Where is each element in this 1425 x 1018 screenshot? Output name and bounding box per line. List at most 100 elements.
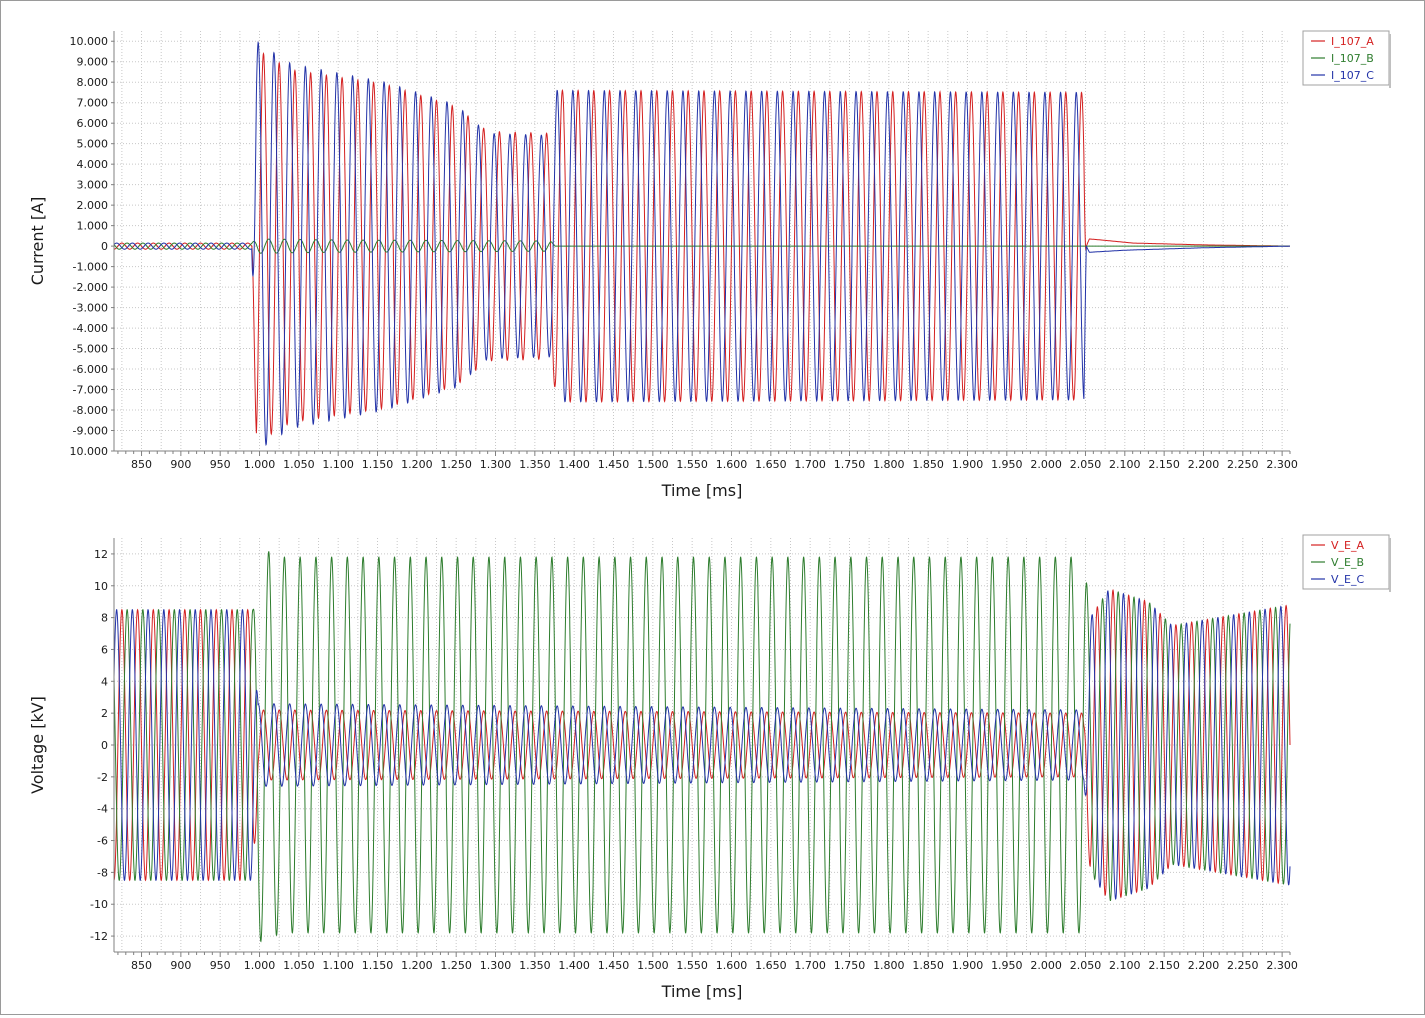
y-tick-label: -6: [97, 835, 108, 848]
y-tick-label: 4.000: [77, 158, 109, 171]
legend-label: I_107_B: [1331, 52, 1374, 65]
y-tick-label: -2: [97, 771, 108, 784]
series-line-v-e-c: [113, 590, 1291, 900]
y-axis-title: Current [A]: [28, 197, 47, 286]
current-chart: 10.000 9.000 8.000 7.000 6.000 5.000 4.000 3.00…: [28, 30, 1391, 500]
x-tick-label: 1.400: [558, 959, 590, 972]
x-tick-label: 1.750: [834, 458, 866, 471]
legend-label: V_E_C: [1331, 573, 1364, 586]
x-tick-label: 2.200: [1188, 959, 1220, 972]
y-tick-label: 6: [101, 643, 108, 656]
y-tick-label: 8: [101, 612, 108, 625]
x-tick-label: 2.100: [1109, 458, 1141, 471]
x-tick-label: 1.050: [283, 959, 315, 972]
x-tick-label: 1.300: [480, 959, 512, 972]
y-tick-label: -8: [97, 866, 108, 879]
x-tick-label: 1.450: [598, 458, 630, 471]
x-tick-label: 1.950: [991, 959, 1023, 972]
x-tick-label: 2.300: [1266, 458, 1298, 471]
series-line-i-107-b: [113, 238, 1290, 254]
y-tick-label: 12: [94, 548, 108, 561]
y-tick-label: 0: [101, 240, 108, 253]
x-tick-label: 1.250: [440, 959, 472, 972]
x-tick-label: 1.050: [283, 458, 315, 471]
x-tick-label: 1.150: [362, 959, 394, 972]
x-tick-label: 1.200: [401, 458, 433, 471]
y-tick-label: 6.000: [77, 117, 109, 130]
x-tick-label: 1.200: [401, 959, 433, 972]
x-tick-label: 2.300: [1266, 959, 1298, 972]
x-axis-title: Time [ms]: [661, 982, 743, 1001]
y-tick-label: -5.000: [73, 343, 108, 356]
y-tick-label: 1.000: [77, 220, 109, 233]
legend-label: I_107_C: [1331, 69, 1374, 82]
x-tick-label: 2.250: [1227, 959, 1259, 972]
y-tick-label: -10: [90, 898, 108, 911]
x-tick-label: 2.150: [1148, 458, 1180, 471]
x-tick-label: 1.100: [322, 959, 354, 972]
x-axis-title: Time [ms]: [661, 481, 743, 500]
series-line-i-107-a: [114, 52, 1290, 436]
y-tick-label: -1.000: [73, 261, 108, 274]
x-tick-label: 950: [210, 959, 231, 972]
y-tick-label: -9.000: [73, 425, 108, 438]
y-tick-label: 9.000: [77, 56, 109, 69]
y-tick-label: -3.000: [73, 302, 108, 315]
x-tick-label: 1.700: [794, 959, 826, 972]
series-group: [113, 41, 1290, 447]
series-line-v-e-b: [113, 550, 1291, 943]
x-tick-label: 1.600: [716, 959, 748, 972]
y-tick-label: -7.000: [73, 384, 108, 397]
x-tick-label: 1.350: [519, 458, 551, 471]
y-tick-label: -6.000: [73, 363, 108, 376]
x-tick-label: 950: [210, 458, 231, 471]
x-tick-label: 2.150: [1148, 959, 1180, 972]
y-tick-label: -2.000: [73, 281, 108, 294]
y-tick-label: 10.000: [70, 445, 109, 458]
x-tick-label: 1.850: [912, 458, 944, 471]
x-tick-label: 1.300: [480, 458, 512, 471]
x-tick-label: 1.950: [991, 458, 1023, 471]
y-tick-label: 0: [101, 739, 108, 752]
x-tick-label: 850: [131, 458, 152, 471]
x-tick-label: 1.800: [873, 458, 905, 471]
y-tick-label: 10: [94, 580, 108, 593]
x-tick-label: 850: [131, 959, 152, 972]
x-tick-label: 1.000: [244, 458, 276, 471]
y-tick-label: 8.000: [77, 76, 109, 89]
legend-label: I_107_A: [1331, 35, 1374, 48]
legend-label: V_E_A: [1331, 539, 1364, 552]
x-tick-label: 2.100: [1109, 959, 1141, 972]
voltage-chart: 12 10 8 6 4 2 0 -2 -4 -6 -8 -10 -12 850 900 950 1.000 1.0…: [28, 534, 1391, 1001]
legend: V_E_A V_E_B V_E_C: [1302, 534, 1391, 592]
x-tick-label: 1.750: [834, 959, 866, 972]
plot-area: [114, 31, 1290, 451]
y-axis-title: Voltage [kV]: [28, 696, 47, 794]
x-tick-label: 900: [170, 959, 191, 972]
legend-shadow: [1389, 538, 1391, 592]
x-tick-label: 2.200: [1188, 458, 1220, 471]
x-tick-label: 2.000: [1030, 959, 1062, 972]
y-tick-label: -12: [90, 930, 108, 943]
x-tick-label: 1.250: [440, 458, 472, 471]
y-tick-label: 4: [101, 675, 108, 688]
y-tick-label: 2: [101, 707, 108, 720]
x-tick-label: 1.550: [676, 458, 708, 471]
x-tick-label: 1.400: [558, 458, 590, 471]
x-tick-label: 2.050: [1070, 458, 1102, 471]
x-tick-label: 1.100: [322, 458, 354, 471]
y-tick-label: 10.000: [70, 35, 109, 48]
x-tick-label: 2.000: [1030, 458, 1062, 471]
y-tick-label: 2.000: [77, 199, 109, 212]
x-tick-label: 1.500: [637, 959, 669, 972]
legend-label: V_E_B: [1331, 556, 1364, 569]
series-line-i-107-c: [113, 41, 1290, 447]
y-tick-label: 3.000: [77, 179, 109, 192]
x-tick-label: 1.000: [244, 959, 276, 972]
x-tick-label: 1.500: [637, 458, 669, 471]
y-tick-label: 5.000: [77, 138, 109, 151]
x-tick-label: 1.600: [716, 458, 748, 471]
x-tick-label: 1.650: [755, 959, 787, 972]
